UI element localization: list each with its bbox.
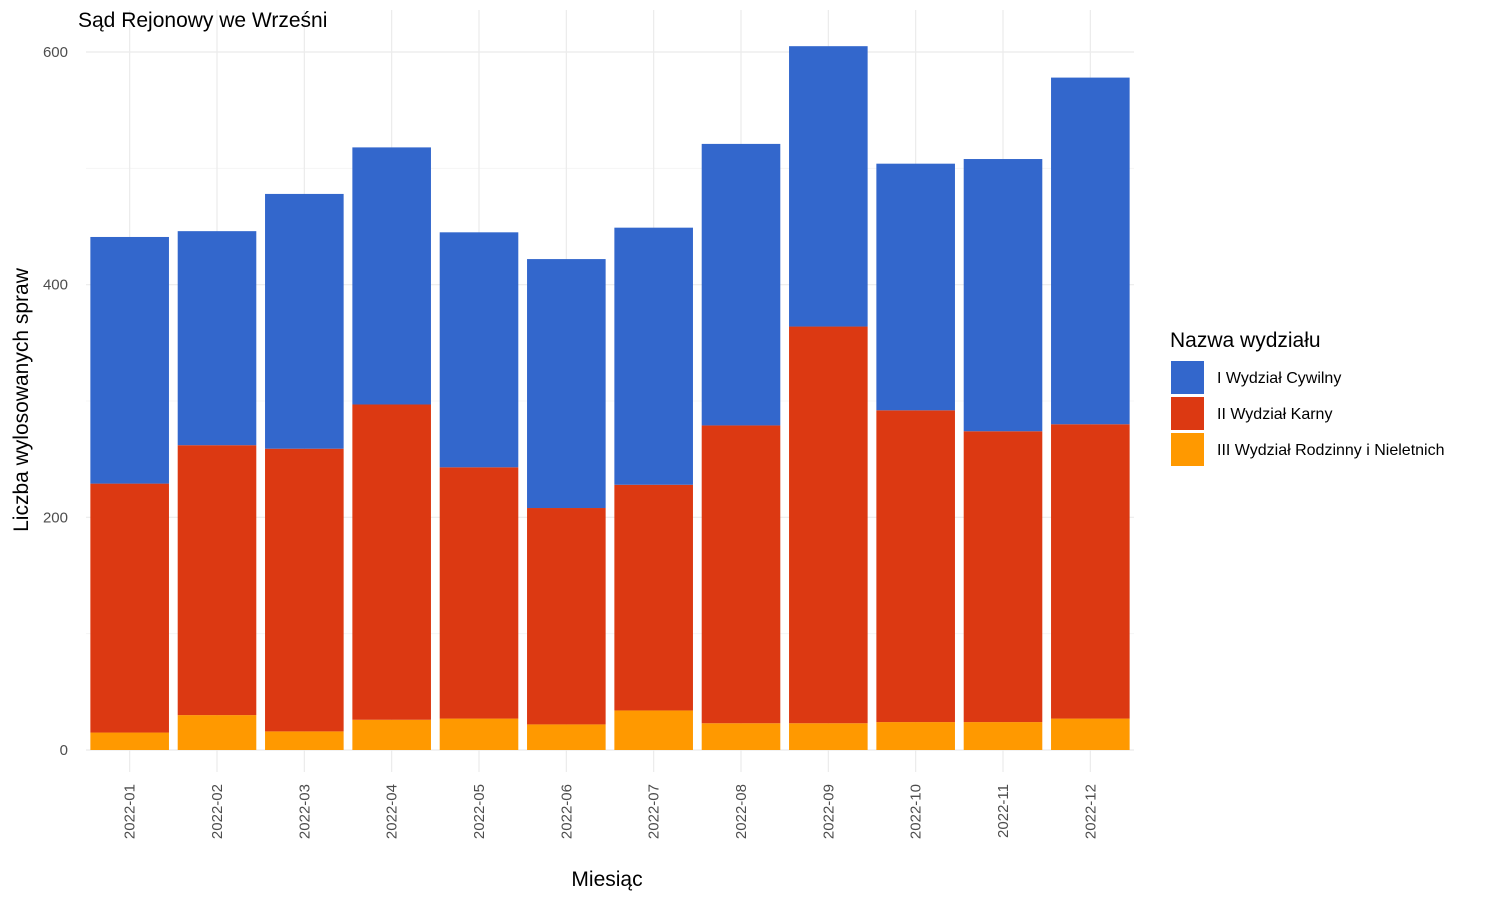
legend-swatch-ii-wydzial-karny — [1171, 397, 1204, 430]
bar-segment-ii-wydzial-karny-2022-05 — [439, 467, 519, 719]
bar-segment-ii-wydzial-karny-2022-08 — [701, 425, 781, 724]
y-tick-label: 200 — [43, 509, 68, 526]
y-tick-label: 400 — [43, 277, 68, 294]
x-tick-label: 2022-05 — [471, 784, 488, 839]
chart-title: Sąd Rejonowy we Wrześni — [78, 9, 327, 32]
legend-label-iii-wydzial-rodzinny-i-nieletnich: III Wydział Rodzinny i Nieletnich — [1217, 442, 1445, 459]
legend-swatch-iii-wydzial-rodzinny-i-nieletnich — [1171, 433, 1204, 466]
bar-segment-iii-wydzial-rodzinny-i-nieletnich-2022-04 — [352, 719, 431, 750]
y-tick-label: 0 — [60, 742, 68, 759]
x-tick-label: 2022-01 — [122, 784, 139, 839]
bar-segment-iii-wydzial-rodzinny-i-nieletnich-2022-10 — [876, 722, 955, 750]
bar-segment-iii-wydzial-rodzinny-i-nieletnich-2022-02 — [177, 715, 257, 750]
x-tick-label: 2022-04 — [384, 784, 401, 839]
legend-label-i-wydzial-cywilny: I Wydział Cywilny — [1217, 370, 1341, 387]
bar-segment-i-wydzial-cywilny-2022-07 — [614, 227, 693, 485]
bar-segment-ii-wydzial-karny-2022-02 — [177, 445, 257, 716]
bar-segment-i-wydzial-cywilny-2022-08 — [701, 143, 781, 426]
x-axis-title: Miesiąc — [571, 868, 642, 891]
bar-segment-ii-wydzial-karny-2022-12 — [1051, 424, 1130, 719]
x-tick-label: 2022-03 — [296, 784, 313, 839]
x-tick-label: 2022-06 — [558, 784, 575, 839]
bar-segment-i-wydzial-cywilny-2022-11 — [963, 159, 1043, 432]
bar-segment-i-wydzial-cywilny-2022-02 — [177, 231, 257, 446]
x-tick-label: 2022-07 — [646, 784, 663, 839]
bar-segment-iii-wydzial-rodzinny-i-nieletnich-2022-08 — [701, 723, 781, 750]
bar-segment-i-wydzial-cywilny-2022-10 — [876, 163, 955, 411]
x-tick-label: 2022-02 — [209, 784, 226, 839]
legend-title: Nazwa wydziału — [1170, 329, 1321, 352]
bar-segment-iii-wydzial-rodzinny-i-nieletnich-2022-07 — [614, 710, 693, 750]
bar-segment-iii-wydzial-rodzinny-i-nieletnich-2022-11 — [963, 722, 1043, 750]
bar-segment-iii-wydzial-rodzinny-i-nieletnich-2022-03 — [265, 731, 344, 750]
bar-segment-ii-wydzial-karny-2022-09 — [789, 326, 868, 724]
bar-segment-iii-wydzial-rodzinny-i-nieletnich-2022-01 — [90, 732, 169, 750]
bars-layer — [90, 46, 1130, 750]
bar-segment-ii-wydzial-karny-2022-06 — [527, 508, 606, 725]
bar-segment-i-wydzial-cywilny-2022-03 — [265, 193, 344, 449]
bar-segment-i-wydzial-cywilny-2022-06 — [527, 259, 606, 509]
bar-segment-i-wydzial-cywilny-2022-04 — [352, 147, 431, 405]
bar-segment-iii-wydzial-rodzinny-i-nieletnich-2022-09 — [789, 723, 868, 750]
bar-segment-ii-wydzial-karny-2022-04 — [352, 404, 431, 720]
bar-segment-iii-wydzial-rodzinny-i-nieletnich-2022-05 — [439, 718, 519, 750]
y-tick-label: 600 — [43, 44, 68, 61]
x-tick-label: 2022-12 — [1082, 784, 1099, 839]
bar-segment-ii-wydzial-karny-2022-11 — [963, 431, 1043, 723]
bar-segment-i-wydzial-cywilny-2022-05 — [439, 232, 519, 468]
x-axis-ticks: 2022-01 2022-02 2022-03 2022-04 2022-05 2022-… — [122, 784, 1100, 839]
x-tick-label: 2022-09 — [820, 784, 837, 839]
bar-segment-ii-wydzial-karny-2022-03 — [265, 448, 344, 732]
bar-segment-ii-wydzial-karny-2022-01 — [90, 483, 169, 733]
x-tick-label: 2022-11 — [995, 784, 1012, 838]
bar-segment-iii-wydzial-rodzinny-i-nieletnich-2022-06 — [527, 724, 606, 750]
bar-segment-i-wydzial-cywilny-2022-01 — [90, 236, 169, 484]
bar-segment-ii-wydzial-karny-2022-10 — [876, 410, 955, 723]
x-tick-label: 2022-08 — [733, 784, 750, 839]
x-tick-label: 2022-10 — [908, 784, 925, 839]
y-axis-ticks: 0 200 400 600 — [43, 44, 68, 759]
bar-segment-i-wydzial-cywilny-2022-09 — [789, 46, 868, 327]
bar-segment-iii-wydzial-rodzinny-i-nieletnich-2022-12 — [1051, 718, 1130, 750]
bar-segment-ii-wydzial-karny-2022-07 — [614, 484, 693, 711]
legend: Nazwa wydziału I Wydział Cywilny II Wydzi… — [1170, 329, 1445, 466]
bar-segment-i-wydzial-cywilny-2022-12 — [1051, 77, 1130, 425]
legend-swatch-i-wydzial-cywilny — [1171, 361, 1204, 394]
y-axis-title: Liczba wylosowanych spraw — [10, 267, 33, 532]
legend-label-ii-wydzial-karny: II Wydział Karny — [1217, 406, 1332, 423]
